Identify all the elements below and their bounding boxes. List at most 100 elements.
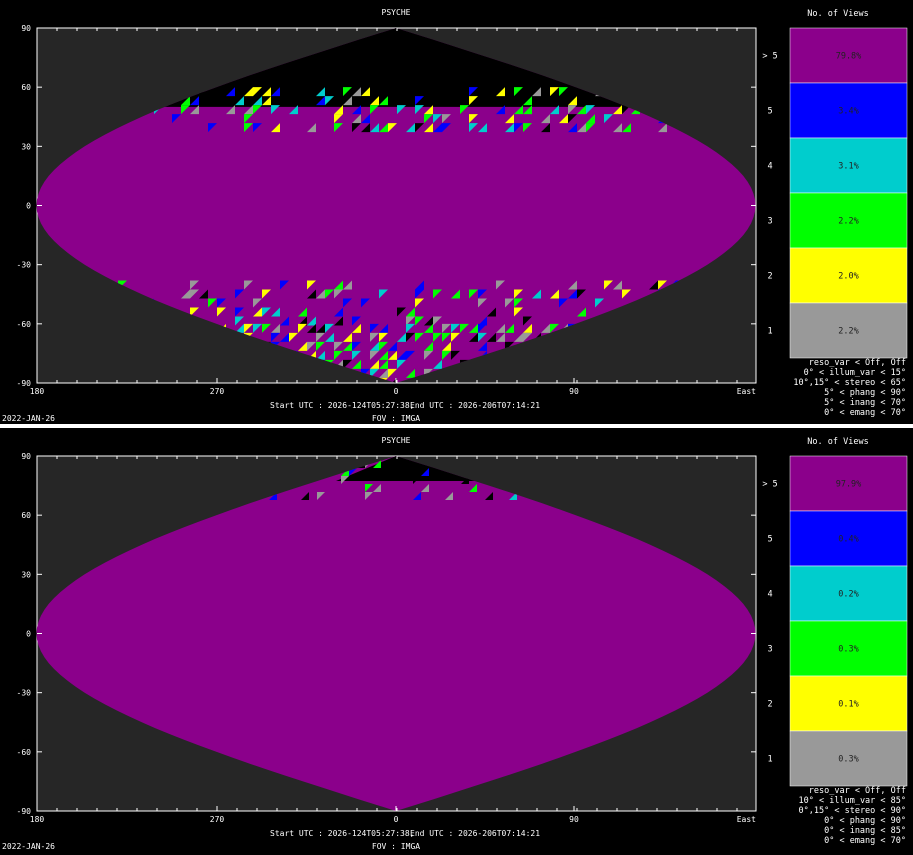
coverage-cell bbox=[451, 323, 460, 333]
coverage-cell bbox=[253, 105, 262, 115]
coverage-cell bbox=[541, 123, 550, 133]
coverage-cell bbox=[550, 323, 559, 333]
legend-swatch bbox=[789, 510, 908, 567]
coverage-cell bbox=[505, 298, 514, 308]
constraint-line: 0°,15° < stereo < 90° bbox=[799, 806, 906, 816]
x-tick-label: 180 bbox=[30, 815, 45, 824]
coverage-cell bbox=[658, 123, 667, 133]
coverage-cell bbox=[496, 323, 505, 333]
legend-category: 1 bbox=[767, 327, 772, 337]
coverage-cell bbox=[244, 123, 253, 133]
coverage-cell bbox=[613, 280, 622, 290]
coverage-cell bbox=[235, 307, 244, 317]
coverage-cell bbox=[478, 316, 487, 326]
coverage-cell bbox=[413, 491, 421, 500]
coverage-cell bbox=[181, 105, 190, 115]
coverage-cell bbox=[262, 289, 271, 299]
x-tick-label: 270 bbox=[210, 387, 225, 396]
coverage-cell bbox=[253, 298, 262, 308]
coverage-cell bbox=[343, 341, 352, 351]
coverage-panel-2: 180 270 0 90 East 90 60 30 0 -30 -60 -90 PSYCHE Start… bbox=[0, 428, 913, 852]
coverage-cell bbox=[460, 323, 469, 333]
coverage-cell bbox=[424, 105, 433, 115]
coverage-cell bbox=[289, 332, 298, 342]
coverage-cell bbox=[568, 114, 577, 124]
coverage-cell bbox=[365, 483, 373, 492]
coverage-cell bbox=[415, 105, 424, 115]
coverage-cell bbox=[433, 359, 442, 369]
coverage-cell bbox=[514, 298, 523, 308]
y-tick-label: 60 bbox=[21, 511, 31, 520]
legend-value: 3.4% bbox=[838, 107, 858, 117]
coverage-cell bbox=[373, 483, 381, 492]
legend-value: 0.1% bbox=[838, 700, 858, 710]
coverage-cell bbox=[469, 114, 478, 124]
coverage-cell bbox=[280, 280, 289, 290]
x-tick-label: 0 bbox=[394, 815, 399, 824]
coverage-cell bbox=[442, 323, 451, 333]
coverage-cell bbox=[226, 105, 235, 115]
coverage-cell bbox=[505, 123, 514, 133]
legend-swatch bbox=[789, 455, 908, 512]
coverage-cell bbox=[379, 350, 388, 360]
coverage-cell bbox=[370, 323, 379, 333]
coverage-cell bbox=[577, 105, 586, 115]
coverage-cell bbox=[550, 87, 559, 97]
coverage-cell bbox=[397, 359, 406, 369]
coverage-cell bbox=[379, 323, 388, 333]
coverage-cell bbox=[289, 96, 298, 106]
coverage-cell bbox=[586, 123, 595, 133]
coverage-cell bbox=[190, 307, 199, 317]
coverage-cell bbox=[190, 280, 199, 290]
y-tick-label: -90 bbox=[17, 379, 32, 388]
coverage-cell bbox=[442, 341, 451, 351]
start-utc: Start UTC : 2026-124T05:27:38, bbox=[270, 829, 415, 838]
coverage-cell bbox=[505, 114, 514, 124]
coverage-cell bbox=[226, 87, 235, 97]
legend-swatch bbox=[789, 192, 908, 249]
coverage-cell bbox=[370, 350, 379, 360]
coverage-cell bbox=[568, 280, 577, 290]
coverage-cell bbox=[469, 123, 478, 133]
coverage-chart-2: 180 270 0 90 East 90 60 30 0 -30 -60 -90 PSYCHE Start… bbox=[0, 428, 913, 852]
coverage-cell bbox=[334, 316, 343, 326]
coverage-cell bbox=[352, 105, 361, 115]
coverage-cell bbox=[413, 475, 421, 484]
coverage-cell bbox=[469, 332, 478, 342]
coverage-cell bbox=[478, 332, 487, 342]
coverage-cell bbox=[559, 114, 568, 124]
coverage-cell bbox=[316, 87, 325, 97]
coverage-cell bbox=[388, 368, 397, 378]
coverage-cell bbox=[343, 359, 352, 369]
legend-category: 1 bbox=[767, 755, 772, 765]
legend-swatch bbox=[789, 565, 908, 622]
coverage-cell bbox=[307, 280, 316, 290]
coverage-cell bbox=[433, 114, 442, 124]
coverage-cell bbox=[523, 123, 532, 133]
coverage-cell bbox=[478, 96, 487, 106]
legend-value: 0.4% bbox=[838, 535, 858, 545]
coverage-cell bbox=[370, 359, 379, 369]
legend-value: 97.9% bbox=[836, 480, 862, 490]
legend-category: 3 bbox=[767, 217, 772, 227]
legend-value: 79.8% bbox=[836, 52, 862, 62]
constraint-line: 5° < inang < 70° bbox=[824, 398, 906, 408]
constraint-line: reso_var < Off, Off bbox=[809, 358, 906, 368]
coverage-cell bbox=[253, 87, 262, 97]
legend-category: 3 bbox=[767, 645, 772, 655]
legend-swatch bbox=[789, 302, 908, 359]
coverage-cell bbox=[271, 87, 280, 97]
coverage-cell bbox=[568, 105, 577, 115]
coverage-cell bbox=[379, 289, 388, 299]
coverage-cell bbox=[496, 105, 505, 115]
coverage-cell bbox=[415, 298, 424, 308]
coverage-cell bbox=[379, 332, 388, 342]
coverage-cell bbox=[451, 289, 460, 299]
coverage-cell bbox=[316, 341, 325, 351]
coverage-cell bbox=[604, 114, 613, 124]
coverage-cell bbox=[343, 298, 352, 308]
coverage-cell bbox=[262, 87, 271, 97]
coverage-cell bbox=[352, 316, 361, 326]
coverage-cell bbox=[550, 289, 559, 299]
coverage-cell bbox=[253, 307, 262, 317]
